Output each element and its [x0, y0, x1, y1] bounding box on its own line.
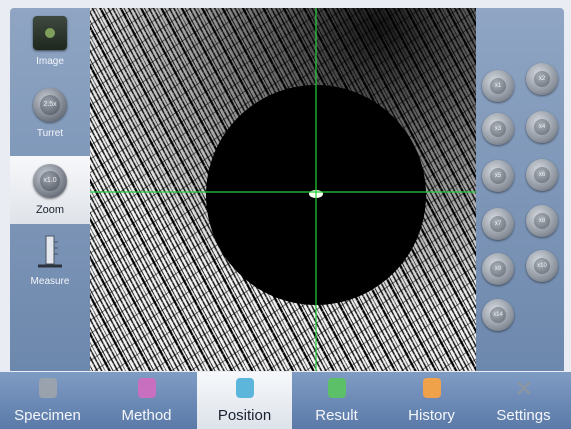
- tab-history-label: History: [408, 407, 455, 424]
- result-icon: [328, 378, 346, 398]
- position-icon: [236, 378, 254, 398]
- zoom-button-x3[interactable]: x3: [482, 113, 514, 145]
- zoom-button-x10[interactable]: x10: [526, 250, 558, 282]
- tab-result-label: Result: [315, 407, 358, 424]
- camera-icon: [33, 16, 67, 50]
- zoom-value: x1.0: [40, 171, 60, 191]
- turret-knob-icon: 2.5x: [33, 88, 67, 122]
- tab-settings-label: Settings: [496, 407, 551, 424]
- zoom-button-x2[interactable]: x2: [526, 63, 558, 95]
- specimen-image: [90, 8, 476, 371]
- tab-method-label: Method: [121, 407, 172, 424]
- history-icon: [423, 378, 441, 398]
- tab-specimen[interactable]: Specimen: [0, 372, 95, 429]
- turret-tool-label: Turret: [36, 128, 64, 139]
- tab-result[interactable]: Result: [289, 372, 384, 429]
- tab-history[interactable]: History: [384, 372, 479, 429]
- tab-position-label: Position: [217, 407, 272, 424]
- tab-method[interactable]: Method: [99, 372, 194, 429]
- measure-tool[interactable]: Measure: [10, 228, 90, 296]
- zoom-tool-label: Zoom: [35, 204, 65, 216]
- zoom-knob-icon: x1.0: [33, 164, 67, 198]
- tab-settings[interactable]: Settings: [476, 372, 571, 429]
- turret-value: 2.5x: [40, 95, 60, 115]
- method-icon: [138, 378, 156, 398]
- microscope-viewport[interactable]: [90, 8, 476, 371]
- zoom-button-x1[interactable]: x1: [482, 70, 514, 102]
- zoom-button-x7[interactable]: x7: [482, 208, 514, 240]
- settings-icon: [517, 381, 531, 395]
- zoom-button-x5[interactable]: x5: [482, 160, 514, 192]
- measure-icon: [38, 235, 62, 268]
- zoom-tool[interactable]: x1.0 Zoom: [10, 156, 90, 224]
- left-tool-panel: Image 2.5x Turret x1.0 Zoom Measure: [10, 8, 90, 371]
- tab-position[interactable]: Position: [197, 372, 292, 429]
- image-tool[interactable]: Image: [10, 8, 90, 76]
- turret-tool[interactable]: 2.5x Turret: [10, 80, 90, 148]
- zoom-button-panel: x1 x2 x3 x4 x5 x6 x7 x8 x9 x10 x14: [476, 8, 564, 371]
- zoom-button-x9[interactable]: x9: [482, 253, 514, 285]
- image-tool-label: Image: [36, 56, 64, 67]
- specimen-icon: [39, 378, 57, 398]
- zoom-button-x8[interactable]: x8: [526, 205, 558, 237]
- zoom-button-x6[interactable]: x6: [526, 159, 558, 191]
- zoom-button-x14[interactable]: x14: [482, 299, 514, 331]
- measure-tool-label: Measure: [30, 276, 70, 287]
- tab-specimen-label: Specimen: [14, 407, 81, 424]
- zoom-button-x4[interactable]: x4: [526, 111, 558, 143]
